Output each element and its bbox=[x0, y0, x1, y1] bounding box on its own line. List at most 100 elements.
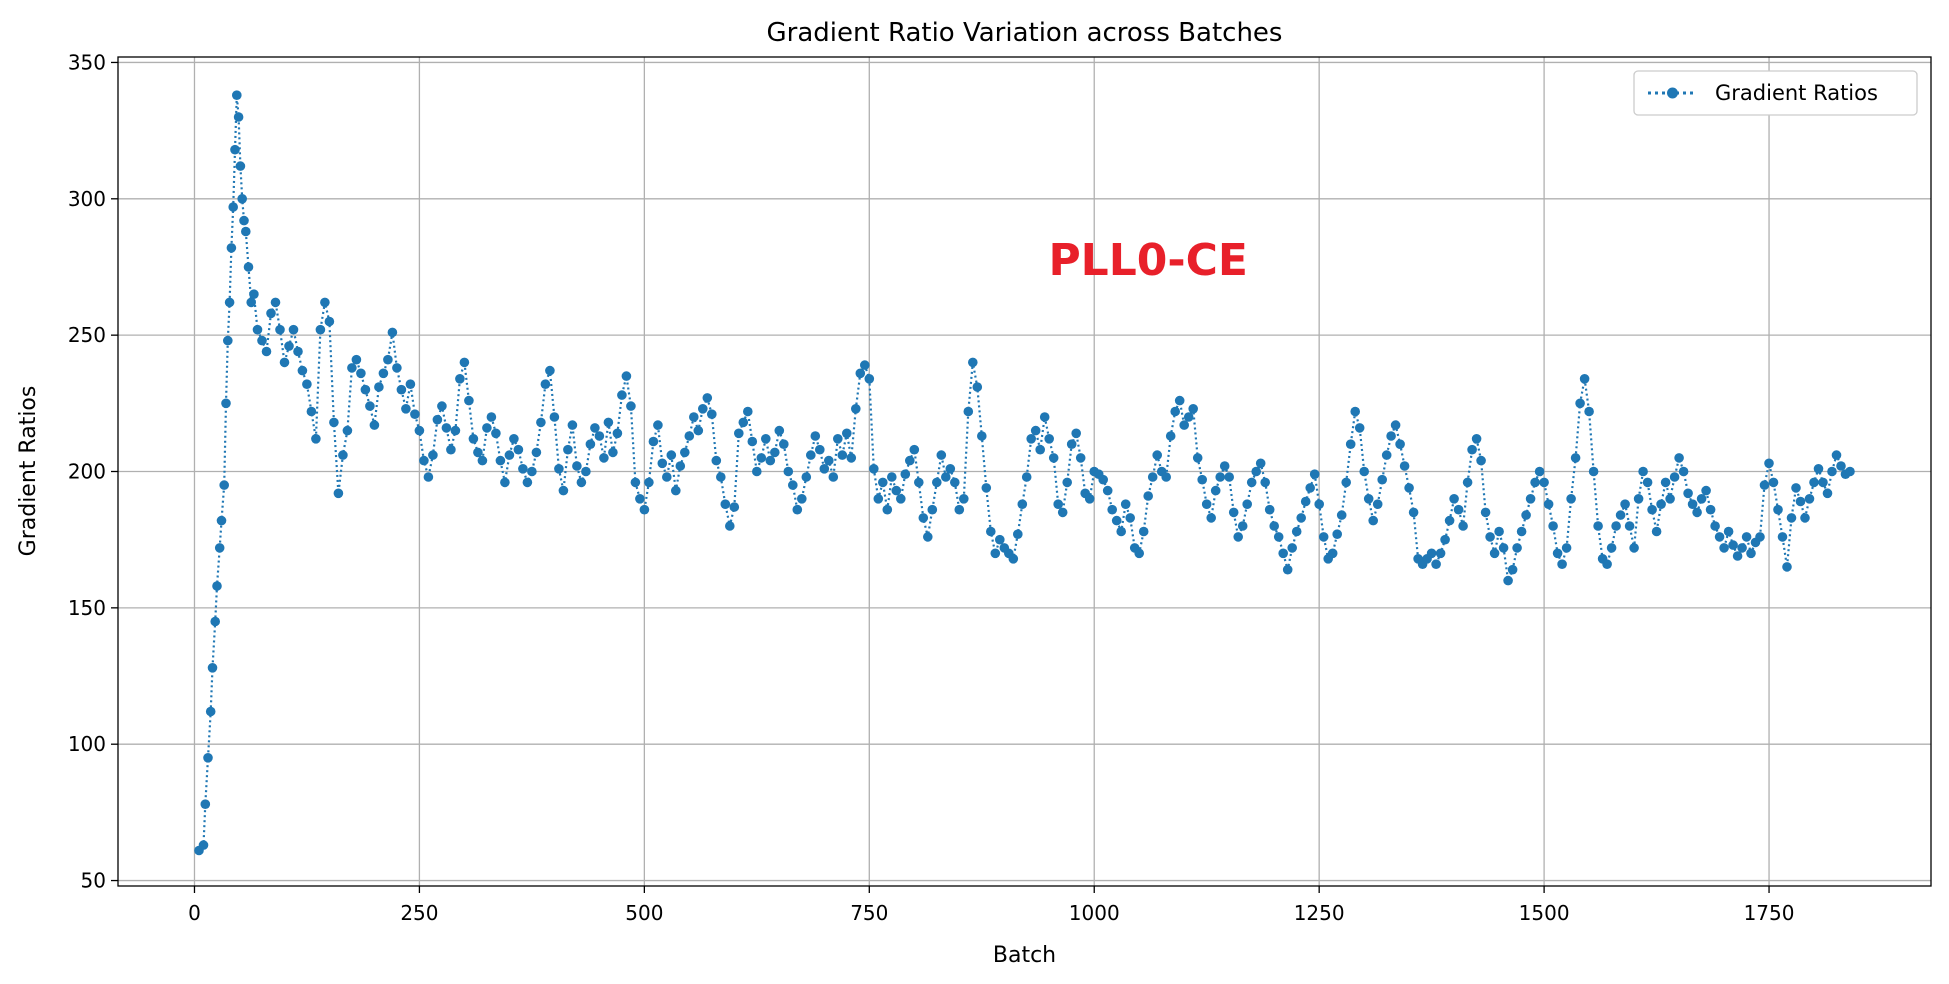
data-point bbox=[270, 297, 281, 308]
data-point bbox=[666, 450, 677, 460]
data-point bbox=[1566, 494, 1576, 504]
data-point bbox=[1390, 420, 1401, 430]
data-point bbox=[1530, 477, 1540, 488]
data-point bbox=[1345, 439, 1356, 450]
data-point bbox=[374, 382, 384, 392]
data-point bbox=[1692, 507, 1702, 518]
data-point bbox=[288, 324, 299, 335]
data-point bbox=[1539, 477, 1549, 488]
data-point bbox=[950, 477, 960, 488]
data-point bbox=[1219, 461, 1230, 471]
data-point bbox=[945, 464, 956, 474]
data-point bbox=[720, 499, 731, 510]
data-point bbox=[1444, 515, 1455, 526]
data-point bbox=[1044, 434, 1054, 444]
x-tick-label: 250 bbox=[400, 901, 438, 925]
data-point bbox=[644, 477, 654, 488]
data-point bbox=[1318, 532, 1329, 542]
data-point bbox=[1467, 444, 1477, 455]
data-point bbox=[495, 455, 506, 466]
data-point bbox=[1399, 461, 1410, 471]
data-point bbox=[828, 472, 839, 482]
data-point bbox=[1377, 474, 1387, 485]
data-point bbox=[761, 434, 771, 444]
data-point bbox=[833, 434, 843, 444]
data-point bbox=[369, 420, 380, 430]
data-point bbox=[1768, 477, 1779, 488]
data-point bbox=[1264, 504, 1275, 515]
data-point bbox=[241, 226, 251, 237]
data-point bbox=[923, 532, 933, 542]
data-point bbox=[477, 455, 488, 466]
data-point bbox=[1525, 494, 1536, 504]
data-point bbox=[383, 354, 393, 365]
data-point bbox=[1174, 395, 1185, 406]
data-point bbox=[1327, 548, 1338, 559]
data-point bbox=[1435, 548, 1446, 559]
data-point bbox=[441, 423, 452, 433]
data-point bbox=[1179, 420, 1189, 430]
data-point bbox=[788, 480, 798, 490]
data-point bbox=[1255, 458, 1266, 469]
data-point bbox=[1026, 434, 1036, 444]
data-point bbox=[711, 455, 722, 466]
data-point bbox=[1152, 450, 1162, 460]
data-point bbox=[1773, 504, 1783, 515]
data-point bbox=[1462, 477, 1473, 488]
data-point bbox=[243, 262, 254, 272]
data-point bbox=[1480, 507, 1491, 518]
data-point bbox=[200, 799, 211, 809]
data-point bbox=[594, 431, 605, 441]
data-point bbox=[198, 840, 209, 850]
data-point bbox=[1615, 510, 1626, 520]
data-point bbox=[1741, 532, 1752, 542]
data-point bbox=[333, 488, 344, 499]
data-point bbox=[585, 439, 596, 450]
data-point bbox=[1228, 507, 1239, 518]
data-point bbox=[576, 477, 587, 488]
data-point bbox=[249, 289, 259, 300]
data-point bbox=[246, 297, 256, 308]
data-point bbox=[639, 504, 650, 515]
data-point bbox=[1368, 515, 1378, 526]
data-point bbox=[504, 450, 515, 460]
data-point bbox=[261, 346, 272, 357]
data-point bbox=[1494, 526, 1504, 537]
data-point bbox=[1746, 548, 1756, 559]
x-tick-label: 500 bbox=[625, 901, 663, 925]
data-point bbox=[1705, 504, 1716, 515]
data-point bbox=[792, 504, 803, 515]
data-point bbox=[423, 472, 434, 482]
data-point bbox=[572, 461, 582, 471]
data-point bbox=[1273, 532, 1284, 542]
data-point bbox=[284, 341, 294, 351]
data-point bbox=[1728, 540, 1738, 550]
data-point bbox=[212, 581, 222, 591]
data-point bbox=[1471, 434, 1482, 444]
data-point bbox=[1431, 559, 1441, 569]
data-point bbox=[653, 420, 663, 430]
data-point bbox=[455, 374, 465, 384]
data-point bbox=[223, 335, 233, 346]
y-tick-label: 300 bbox=[68, 187, 106, 211]
data-point bbox=[1669, 472, 1680, 482]
data-point bbox=[1408, 507, 1419, 518]
y-tick-label: 150 bbox=[68, 596, 106, 620]
data-point bbox=[207, 663, 218, 673]
data-point bbox=[1831, 450, 1842, 460]
data-point bbox=[378, 368, 389, 379]
data-point bbox=[1278, 548, 1288, 559]
data-point bbox=[1296, 513, 1306, 523]
data-point bbox=[329, 417, 339, 428]
data-point bbox=[869, 464, 879, 474]
data-point bbox=[1251, 466, 1261, 477]
data-point bbox=[918, 513, 929, 523]
data-point bbox=[986, 526, 996, 537]
data-point bbox=[428, 450, 438, 460]
data-point bbox=[1453, 504, 1464, 515]
data-point bbox=[1246, 477, 1257, 488]
data-point bbox=[774, 425, 785, 436]
data-point bbox=[1404, 483, 1414, 493]
data-point bbox=[1593, 521, 1603, 531]
data-point bbox=[1633, 494, 1644, 504]
